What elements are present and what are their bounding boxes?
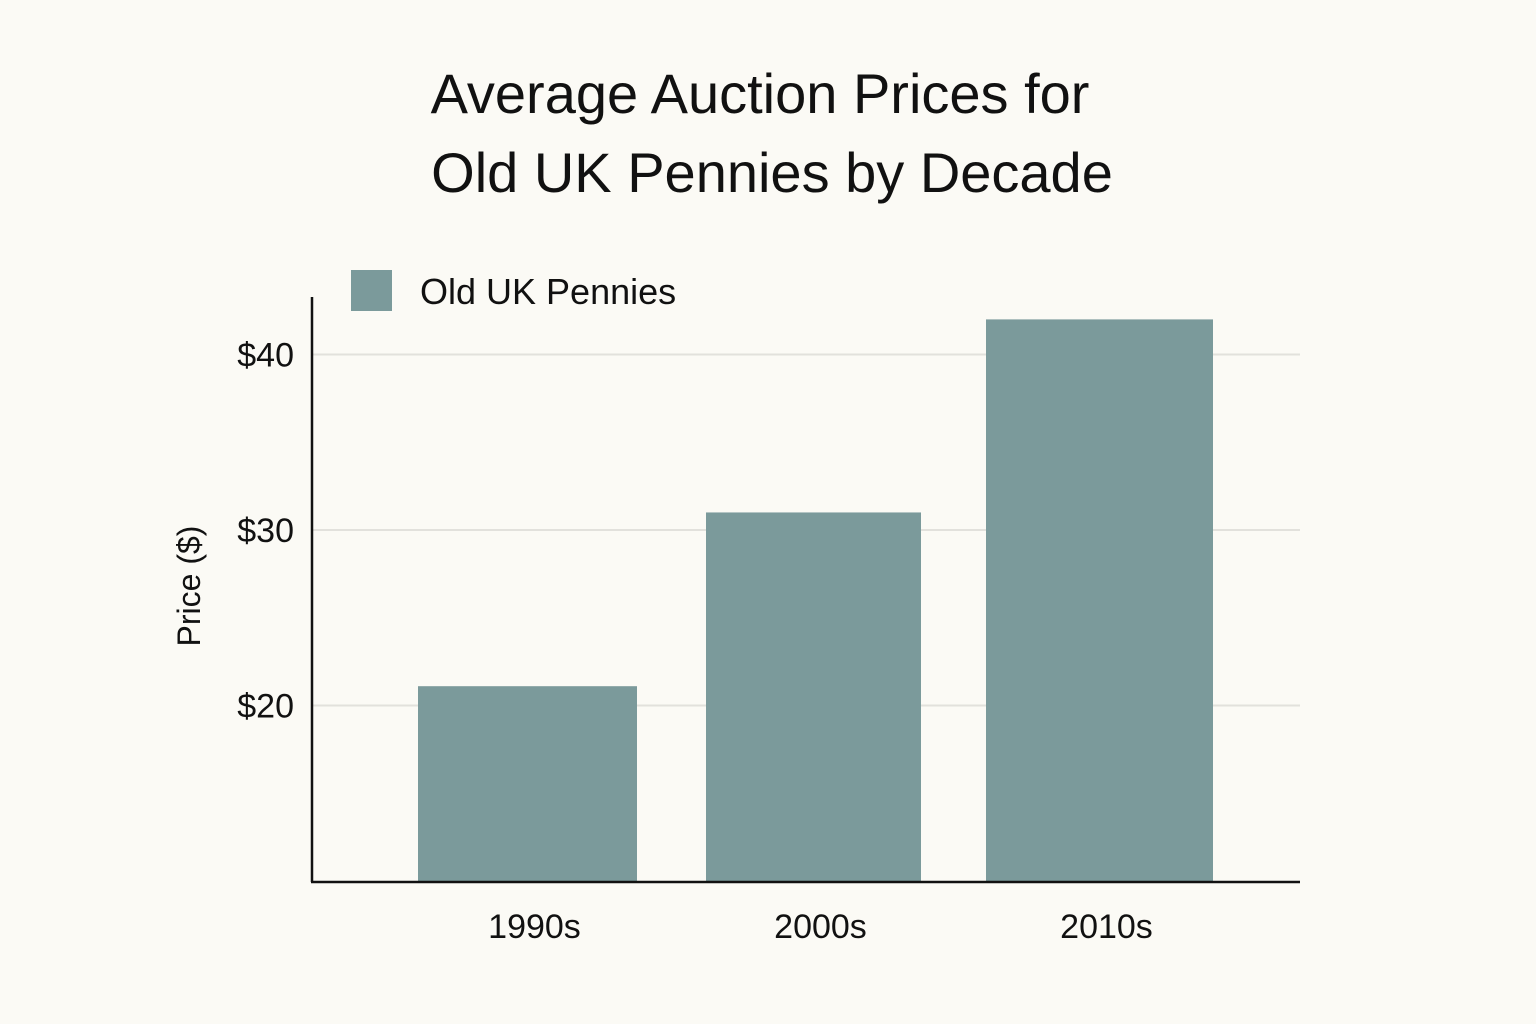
x-tick-label: 2000s bbox=[774, 908, 867, 946]
legend-label: Old UK Pennies bbox=[420, 271, 676, 312]
bar-2010s bbox=[986, 319, 1213, 881]
y-tick-label: $40 bbox=[237, 337, 294, 375]
x-tick-label: 2010s bbox=[1060, 908, 1153, 946]
bar-2000s bbox=[706, 512, 921, 881]
chart-title-line-2: Old UK Pennies by Decade bbox=[431, 141, 1113, 204]
y-tick-label: $20 bbox=[237, 688, 294, 726]
legend-swatch bbox=[351, 270, 392, 311]
y-tick-label: $30 bbox=[237, 512, 294, 550]
bar-1990s bbox=[418, 686, 637, 881]
chart-title-line-1: Average Auction Prices for bbox=[431, 62, 1090, 125]
x-tick-label: 1990s bbox=[488, 908, 581, 946]
y-axis-label: Price ($) bbox=[171, 526, 207, 647]
